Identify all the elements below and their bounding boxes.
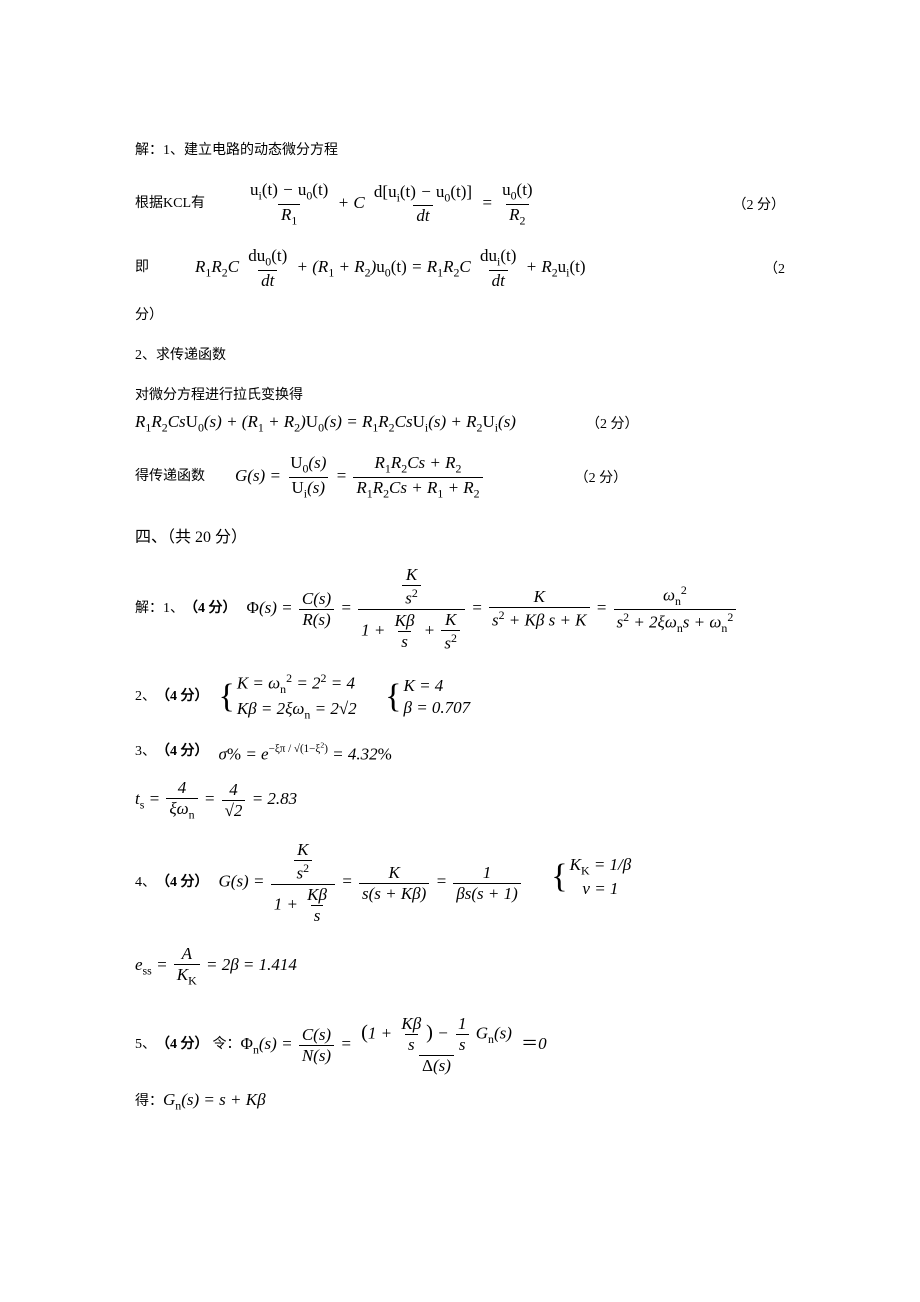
q5-prefix: 5、: [135, 1034, 156, 1056]
s4-q2: { K = ωn2 = 22 = 4 Kβ = 2ξωn = 2√2 { K =…: [219, 671, 471, 722]
s3-eq3-row: R1R2CsU0(s) + (R1 + R2)U0(s) = R1R2CsUi(…: [135, 412, 785, 435]
s3-eq1-pts: （2 分）: [733, 194, 786, 214]
q1-pts: （4 分）: [184, 598, 237, 620]
q4-pts: （4 分）: [156, 872, 209, 894]
q3-prefix: 3、: [135, 741, 156, 763]
s3-eq2: R1R2C du0(t) dt + (R1 + R2)u0(t) = R1R2C…: [195, 246, 586, 290]
s4-q5b: Gn(s) = s + Kβ: [163, 1090, 266, 1113]
s4-q2-row: 2、 （4 分） { K = ωn2 = 22 = 4 Kβ = 2ξωn = …: [135, 671, 785, 722]
s3-eq4-pts: （2 分）: [575, 467, 628, 487]
s3-eq3: R1R2CsU0(s) + (R1 + R2)U0(s) = R1R2CsUi(…: [135, 412, 516, 435]
q3-pts: （4 分）: [156, 741, 209, 763]
s3-heading: 解：1、建立电路的动态微分方程: [135, 140, 785, 162]
s4-q5-row2: 得： Gn(s) = s + Kβ: [135, 1090, 785, 1113]
kcl-prefix: 根据KCL有: [135, 193, 245, 215]
tf-label: 得传递函数: [135, 466, 235, 488]
q2-prefix: 2、: [135, 686, 156, 708]
s3-eq3-pts: （2 分）: [586, 413, 639, 433]
s3-eq2-pts-close: 分）: [135, 305, 785, 327]
s4-q1-row: 解：1、 （4 分） Φ(s) = C(s)R(s) = Ks2 1 + Kβs…: [135, 565, 785, 653]
s3-eq2-row: 即 R1R2C du0(t) dt + (R1 + R2)u0(t) = R1R…: [135, 246, 785, 290]
s3-eq1: ui(t) − u0(t) R1 + C d[ui(t) − u0(t)] dt…: [245, 180, 538, 228]
q5-pts: （4 分）: [156, 1034, 209, 1056]
s3-eq1-row: 根据KCL有 ui(t) − u0(t) R1 + C d[ui(t) − u0…: [135, 180, 785, 228]
s3-step2-title: 2、求传递函数: [135, 345, 785, 367]
s3-eq4-row: 得传递函数 G(s) = U0(s) Ui(s) = R1R2Cs + R2 R…: [135, 453, 785, 501]
s4-q4b: ess = AKK = 2β = 1.414: [135, 944, 297, 988]
s4-q3-row1: 3、 （4 分） σ% = e−ξπ / √(1−ξ2) = 4.32%: [135, 741, 785, 764]
s4-q5-row1: 5、 （4 分） 令： Φn(s) = C(s)N(s) = (1 + Kβs)…: [135, 1014, 785, 1076]
s4-q1: Φ(s) = C(s)R(s) = Ks2 1 + Kβs + Ks2 = K …: [247, 565, 739, 653]
q4-prefix: 4、: [135, 872, 156, 894]
s4-q4-row2: ess = AKK = 2β = 1.414: [135, 944, 785, 988]
q5-ling: 令：: [213, 1034, 241, 1056]
ji-label: 即: [135, 257, 195, 279]
s4-heading: 四、（共 20 分）: [135, 523, 785, 547]
s3-eq2-pts-open: （2: [764, 258, 785, 278]
s4-q4-row1: 4、 （4 分） G(s) = Ks2 1 + Kβs = Ks(s + Kβ)…: [135, 840, 785, 926]
s4-q5a: Φn(s) = C(s)N(s) = (1 + Kβs) − 1s Gn(s) …: [241, 1014, 547, 1076]
q2-pts: （4 分）: [156, 686, 209, 708]
s4-q4a: G(s) = Ks2 1 + Kβs = Ks(s + Kβ) = 1βs(s …: [219, 840, 632, 926]
s4-q3-row2: ts = 4ξωn = 4√2 = 2.83: [135, 778, 785, 822]
q5-de: 得：: [135, 1091, 163, 1113]
s3-eq4: G(s) = U0(s) Ui(s) = R1R2Cs + R2 R1R2Cs …: [235, 453, 485, 501]
s4-q3b: ts = 4ξωn = 4√2 = 2.83: [135, 778, 297, 822]
s3-step2-text: 对微分方程进行拉氏变换得: [135, 385, 785, 407]
s4-q3a: σ% = e−ξπ / √(1−ξ2) = 4.32%: [219, 741, 392, 764]
q1-prefix: 解：1、: [135, 598, 184, 620]
